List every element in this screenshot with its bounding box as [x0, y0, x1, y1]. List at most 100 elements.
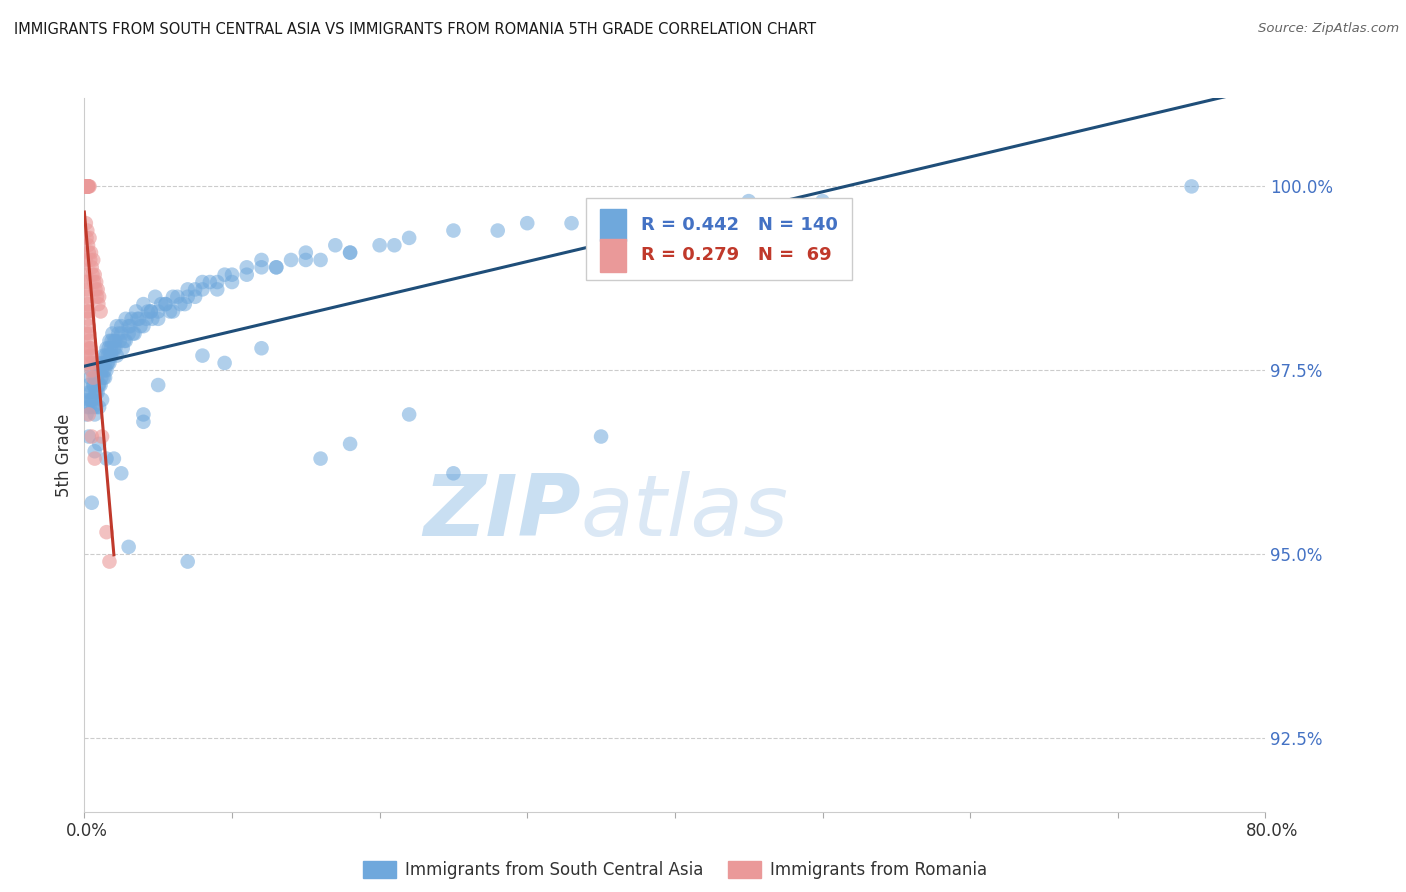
Point	[87, 290, 111, 304]
Point	[98, 356, 121, 370]
Point	[93, 349, 115, 363]
Point	[110, 326, 132, 341]
Point	[91, 363, 114, 377]
Point	[90, 378, 112, 392]
Point	[139, 304, 162, 318]
Point	[84, 385, 107, 400]
Point	[76, 179, 98, 194]
Point	[96, 363, 118, 377]
Point	[441, 467, 464, 481]
Point	[127, 311, 149, 326]
Point	[86, 290, 108, 304]
Point	[83, 408, 105, 422]
Point	[80, 349, 103, 363]
Point	[86, 370, 108, 384]
Point	[264, 260, 288, 275]
Point	[221, 268, 243, 282]
Point	[75, 179, 97, 194]
Point	[94, 349, 117, 363]
Point	[173, 297, 195, 311]
Point	[177, 555, 200, 569]
Point	[76, 179, 98, 194]
Point	[79, 349, 101, 363]
Point	[107, 326, 129, 341]
Point	[76, 297, 98, 311]
Point	[368, 238, 391, 252]
Point	[235, 268, 259, 282]
Point	[75, 252, 97, 267]
Point	[486, 223, 509, 237]
Point	[162, 290, 184, 304]
Point	[77, 179, 100, 194]
Point	[118, 319, 141, 334]
Point	[214, 268, 236, 282]
Point	[309, 451, 332, 466]
Point	[76, 179, 98, 194]
Point	[205, 282, 228, 296]
Point	[295, 252, 318, 267]
Text: 0.0%: 0.0%	[66, 822, 108, 840]
Point	[264, 260, 288, 275]
Y-axis label: 5th Grade: 5th Grade	[55, 413, 73, 497]
Point	[80, 363, 103, 377]
Point	[114, 311, 136, 326]
FancyBboxPatch shape	[586, 198, 852, 280]
Point	[76, 231, 98, 245]
Point	[80, 363, 103, 377]
Point	[76, 356, 98, 370]
Point	[214, 356, 236, 370]
Point	[1180, 179, 1202, 194]
Point	[75, 179, 97, 194]
Point	[80, 245, 103, 260]
Point	[76, 179, 98, 194]
Point	[155, 297, 177, 311]
Point	[76, 179, 98, 194]
Point	[77, 311, 100, 326]
Point	[75, 179, 97, 194]
Point	[84, 275, 107, 289]
Point	[235, 260, 259, 275]
Point	[96, 525, 118, 540]
Text: R = 0.279   N =  69: R = 0.279 N = 69	[641, 246, 831, 264]
Point	[101, 349, 124, 363]
Point	[104, 334, 127, 348]
Point	[250, 252, 273, 267]
Point	[148, 378, 170, 392]
Text: ZIP: ZIP	[423, 470, 581, 554]
Point	[82, 370, 104, 384]
Point	[103, 341, 125, 355]
Point	[128, 311, 150, 326]
Point	[591, 209, 613, 223]
Point	[80, 392, 103, 407]
Point	[135, 311, 157, 326]
Point	[90, 304, 112, 318]
Point	[516, 216, 538, 230]
Point	[110, 467, 132, 481]
Point	[112, 334, 135, 348]
Point	[75, 179, 97, 194]
Text: R = 0.442   N = 140: R = 0.442 N = 140	[641, 216, 838, 234]
Point	[83, 451, 105, 466]
Point	[148, 311, 170, 326]
Point	[79, 341, 101, 355]
Point	[79, 179, 101, 194]
Point	[100, 349, 122, 363]
Point	[86, 385, 108, 400]
Point	[124, 326, 146, 341]
Point	[118, 326, 141, 341]
Point	[280, 252, 302, 267]
Point	[339, 245, 361, 260]
Point	[87, 378, 111, 392]
Point	[91, 392, 114, 407]
Point	[129, 319, 152, 334]
Point	[100, 341, 122, 355]
Point	[198, 275, 221, 289]
Point	[97, 356, 120, 370]
Point	[177, 290, 200, 304]
Point	[111, 341, 134, 355]
Point	[79, 231, 101, 245]
Point	[77, 392, 100, 407]
Point	[177, 282, 200, 296]
Point	[87, 437, 111, 451]
Point	[87, 378, 110, 392]
